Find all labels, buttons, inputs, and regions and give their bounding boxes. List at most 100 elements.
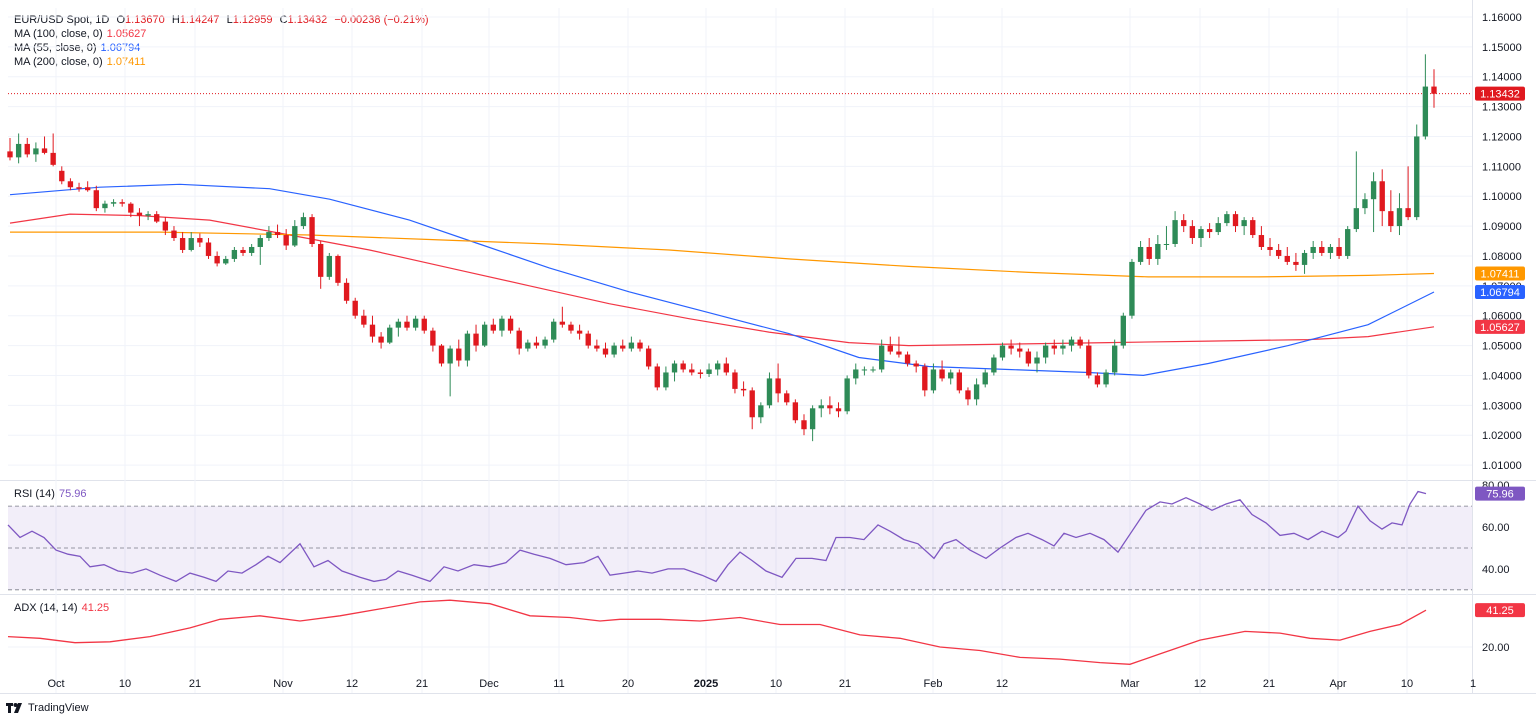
rsi-value: 75.96 bbox=[58, 488, 87, 500]
x-tick-label: 21 bbox=[1263, 678, 1275, 690]
candle-body bbox=[335, 255, 341, 283]
candle-body bbox=[1155, 244, 1161, 259]
adx-legend[interactable]: ADX (14, 14) 41.25 bbox=[14, 601, 113, 615]
candle-body bbox=[982, 372, 988, 385]
x-tick-label: Dec bbox=[479, 678, 499, 690]
candle-body bbox=[680, 363, 686, 370]
candle-body bbox=[223, 258, 229, 264]
candle-body bbox=[1172, 220, 1178, 244]
candle-body bbox=[283, 235, 289, 246]
candle-body bbox=[24, 143, 30, 155]
candle-body bbox=[1336, 246, 1342, 256]
candle-body bbox=[887, 345, 893, 352]
rsi-legend[interactable]: RSI (14) 75.96 bbox=[14, 487, 91, 501]
candle-body bbox=[1051, 345, 1057, 349]
candle-body bbox=[973, 384, 980, 400]
candle-body bbox=[965, 390, 971, 400]
candle-body bbox=[654, 366, 660, 388]
candle-body bbox=[110, 202, 117, 204]
candle-body bbox=[41, 148, 48, 153]
candle-body bbox=[740, 388, 747, 391]
candle-body bbox=[231, 249, 238, 259]
candle-body bbox=[1293, 261, 1299, 265]
candle-body bbox=[214, 255, 220, 264]
candle-body bbox=[1181, 220, 1187, 227]
candle-body bbox=[818, 405, 824, 409]
candle-body bbox=[1086, 345, 1092, 376]
candle-body bbox=[1284, 255, 1290, 262]
ma55-label: MA (55, close, 0) bbox=[14, 42, 97, 54]
y-tick-label: 1.06000 bbox=[1482, 311, 1522, 323]
ma200-value: 1.07411 bbox=[106, 56, 146, 68]
candle-body bbox=[637, 342, 643, 349]
candle-body bbox=[1017, 348, 1023, 352]
candle-body bbox=[102, 203, 108, 209]
y-tick-label: 1.01000 bbox=[1482, 460, 1522, 472]
x-tick-label: 2025 bbox=[694, 678, 718, 690]
candle-body bbox=[1319, 246, 1325, 253]
candle-body bbox=[1094, 375, 1101, 385]
y-tick-label: 1.08000 bbox=[1482, 251, 1522, 263]
ma55-value: 1.06794 bbox=[100, 42, 141, 54]
candle-body bbox=[1345, 229, 1351, 256]
candle-body bbox=[456, 348, 462, 361]
candle-body bbox=[1189, 226, 1196, 239]
candle-body bbox=[1224, 214, 1230, 224]
candle-body bbox=[1275, 249, 1282, 256]
candle-body bbox=[205, 242, 212, 256]
tradingview-branding[interactable]: TradingView bbox=[6, 702, 89, 714]
adx-value: 41.25 bbox=[81, 602, 110, 614]
candle-body bbox=[999, 345, 1006, 358]
candle-body bbox=[628, 342, 635, 349]
y-tick-label: 1.15000 bbox=[1482, 42, 1522, 54]
candle-body bbox=[835, 408, 842, 412]
candle-body bbox=[723, 363, 729, 373]
ma55-legend[interactable]: MA (55, close, 0) 1.06794 bbox=[14, 41, 144, 55]
x-tick-label: 1 bbox=[1470, 678, 1476, 690]
candle-body bbox=[1206, 229, 1213, 233]
ma55-badge-bg bbox=[1475, 284, 1525, 299]
candle-body bbox=[412, 318, 419, 328]
ma-line-200 bbox=[10, 231, 1435, 278]
candle-body bbox=[1422, 86, 1429, 137]
candle-body bbox=[507, 318, 514, 331]
candle-body bbox=[50, 152, 56, 165]
candle-body bbox=[266, 232, 272, 239]
x-tick-label: 10 bbox=[1401, 678, 1413, 690]
candle-body bbox=[197, 238, 203, 243]
candle-body bbox=[7, 151, 13, 158]
candle-body bbox=[33, 148, 39, 155]
candle-body bbox=[758, 405, 764, 418]
ma100-legend[interactable]: MA (100, close, 0) 1.05627 bbox=[14, 27, 150, 41]
candle-body bbox=[576, 330, 583, 334]
x-tick-label: 10 bbox=[770, 678, 782, 690]
candle-body bbox=[948, 372, 954, 379]
candle-body bbox=[473, 333, 479, 346]
candle-body bbox=[870, 369, 876, 371]
candle-body bbox=[775, 378, 781, 394]
ma100-label: MA (100, close, 0) bbox=[14, 28, 103, 40]
candle-body bbox=[594, 345, 600, 349]
x-tick-label: Nov bbox=[273, 678, 293, 690]
candle-body bbox=[292, 226, 298, 246]
rsi-y-tick-label: 40.00 bbox=[1482, 564, 1510, 576]
candle-body bbox=[387, 327, 393, 343]
ma200-legend[interactable]: MA (200, close, 0) 1.07411 bbox=[14, 55, 150, 69]
x-tick-label: 21 bbox=[416, 678, 428, 690]
candle-body bbox=[1163, 244, 1170, 245]
candle-body bbox=[689, 369, 695, 373]
y-tick-label: 1.16000 bbox=[1482, 12, 1522, 24]
candle-body bbox=[188, 238, 194, 250]
candle-body bbox=[1388, 211, 1394, 227]
candle-body bbox=[904, 354, 911, 364]
candle-body bbox=[697, 372, 704, 374]
candle-body bbox=[378, 336, 384, 343]
candle-body bbox=[602, 348, 609, 355]
x-tick-label: 12 bbox=[346, 678, 358, 690]
ma-line-55 bbox=[9, 183, 1435, 377]
candle-body bbox=[1215, 223, 1221, 233]
x-tick-label: Mar bbox=[1121, 678, 1140, 690]
candle-body bbox=[559, 321, 566, 325]
candle-body bbox=[853, 369, 859, 379]
